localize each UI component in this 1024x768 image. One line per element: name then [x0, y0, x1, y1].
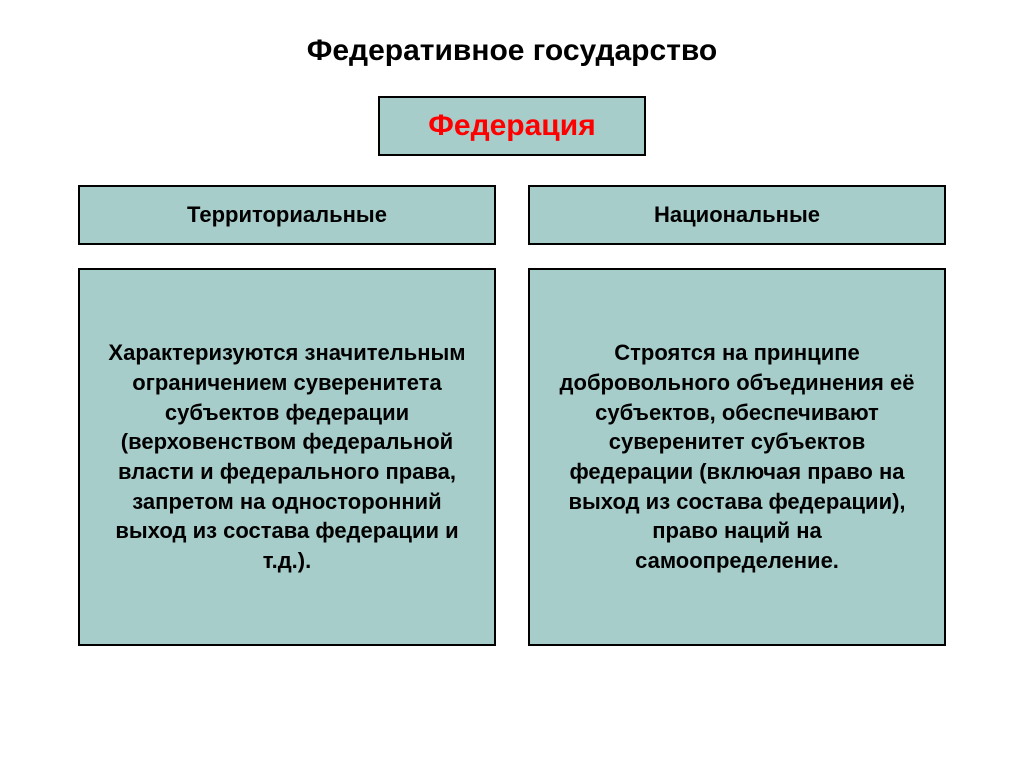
- national-header: Национальные: [528, 185, 946, 245]
- federation-label: Федерация: [428, 109, 595, 143]
- national-body: Строятся на принципе добровольного объед…: [528, 268, 946, 646]
- territorial-header: Территориальные: [78, 185, 496, 245]
- diagram-title: Федеративное государство: [0, 34, 1024, 68]
- territorial-body-text: Характеризуются значительным ограничение…: [104, 338, 470, 576]
- national-header-text: Национальные: [654, 202, 820, 228]
- territorial-body: Характеризуются значительным ограничение…: [78, 268, 496, 646]
- national-body-text: Строятся на принципе добровольного объед…: [554, 338, 920, 576]
- federation-box: Федерация: [378, 96, 646, 156]
- territorial-header-text: Территориальные: [187, 202, 387, 228]
